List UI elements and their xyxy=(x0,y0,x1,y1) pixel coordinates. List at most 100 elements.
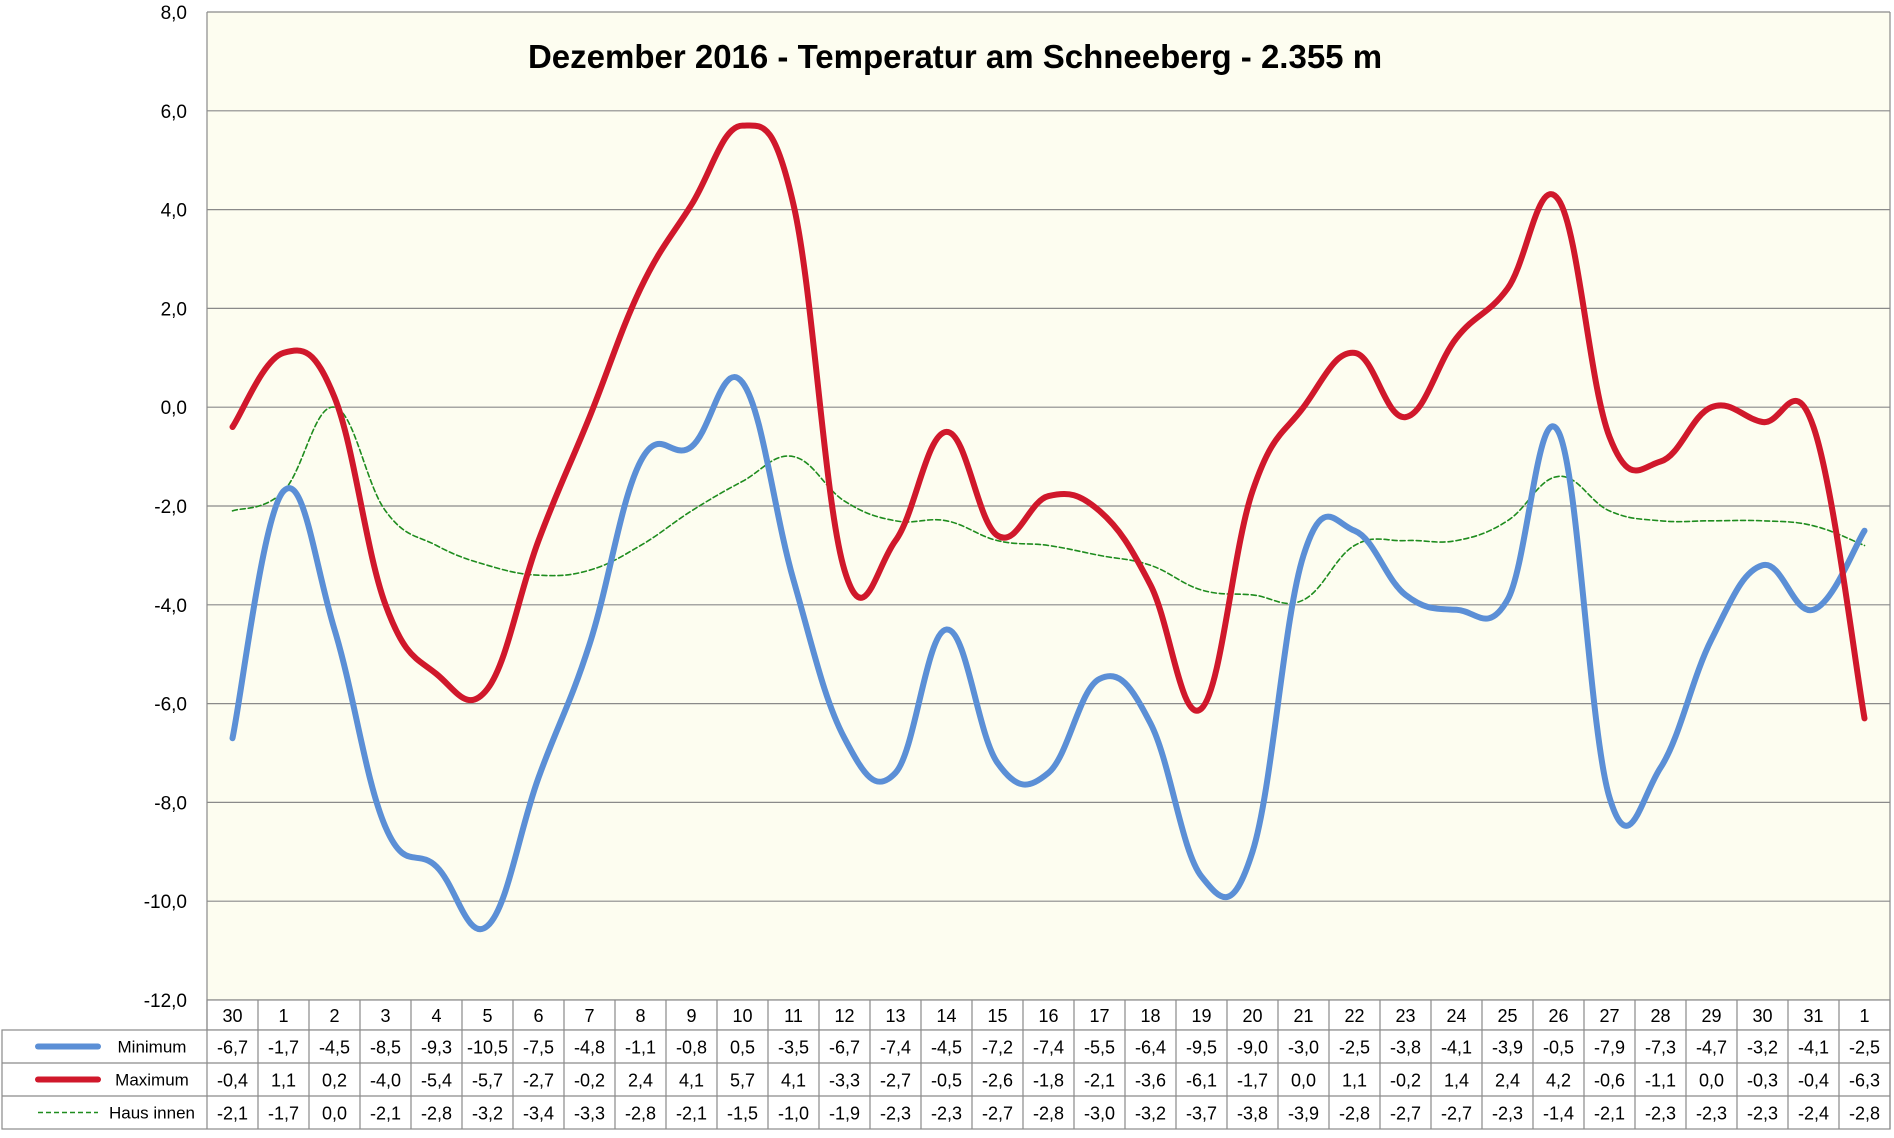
data-label: -3,0 xyxy=(1288,1038,1319,1058)
x-tick-label: 12 xyxy=(834,1006,854,1026)
data-label: 1,1 xyxy=(271,1071,296,1091)
data-label: -3,7 xyxy=(1186,1104,1217,1124)
y-tick-label: 6,0 xyxy=(161,102,187,123)
data-label: -0,3 xyxy=(1747,1071,1778,1091)
data-label: -1,8 xyxy=(1033,1071,1064,1091)
data-label: -3,8 xyxy=(1390,1038,1421,1058)
data-label: -7,4 xyxy=(1033,1038,1064,1058)
y-tick-label: -8,0 xyxy=(154,793,187,814)
data-label: 5,7 xyxy=(730,1071,755,1091)
data-label: -1,4 xyxy=(1543,1104,1574,1124)
x-tick-label: 9 xyxy=(686,1006,696,1026)
y-tick-label: -4,0 xyxy=(154,596,187,617)
data-label: -6,1 xyxy=(1186,1071,1217,1091)
data-label: 0,0 xyxy=(322,1104,347,1124)
x-tick-label: 16 xyxy=(1038,1006,1058,1026)
data-label: -10,5 xyxy=(467,1038,508,1058)
data-label: 4,2 xyxy=(1546,1071,1571,1091)
y-tick-label: -12,0 xyxy=(144,991,187,1012)
data-label: -0,4 xyxy=(217,1071,248,1091)
data-label: -0,6 xyxy=(1594,1071,1625,1091)
data-label: -9,3 xyxy=(421,1038,452,1058)
data-label: -2,1 xyxy=(370,1104,401,1124)
data-label: -2,1 xyxy=(1084,1071,1115,1091)
y-tick-label: 8,0 xyxy=(161,3,187,24)
data-label: -3,4 xyxy=(523,1104,554,1124)
data-label: 4,1 xyxy=(679,1071,704,1091)
x-tick-label: 5 xyxy=(482,1006,492,1026)
x-tick-label: 4 xyxy=(431,1006,441,1026)
data-label: -2,1 xyxy=(1594,1104,1625,1124)
x-tick-label: 30 xyxy=(222,1006,242,1026)
data-label: -4,5 xyxy=(931,1038,962,1058)
x-tick-label: 24 xyxy=(1446,1006,1466,1026)
data-label: -2,8 xyxy=(421,1104,452,1124)
data-label: -0,2 xyxy=(574,1071,605,1091)
data-label: -8,5 xyxy=(370,1038,401,1058)
data-label: -2,8 xyxy=(1849,1104,1880,1124)
data-label: -7,3 xyxy=(1645,1038,1676,1058)
data-label: -0,4 xyxy=(1798,1071,1829,1091)
x-tick-label: 2 xyxy=(329,1006,339,1026)
x-tick-label: 13 xyxy=(885,1006,905,1026)
data-label: -2,4 xyxy=(1798,1104,1829,1124)
legend-label: Minimum xyxy=(118,1038,187,1057)
data-label: -2,1 xyxy=(217,1104,248,1124)
data-label: -4,1 xyxy=(1441,1038,1472,1058)
data-label: -1,1 xyxy=(625,1038,656,1058)
data-label: -5,4 xyxy=(421,1071,452,1091)
data-label: -2,5 xyxy=(1849,1038,1880,1058)
data-label: 0,0 xyxy=(1699,1071,1724,1091)
data-label: -6,3 xyxy=(1849,1071,1880,1091)
data-label: -4,8 xyxy=(574,1038,605,1058)
x-tick-label: 11 xyxy=(784,1006,803,1026)
data-label: -0,2 xyxy=(1390,1071,1421,1091)
data-label: -3,6 xyxy=(1135,1071,1166,1091)
series-line-haus-innen xyxy=(231,406,1866,605)
table-body xyxy=(1,1029,1891,1130)
x-tick-label: 22 xyxy=(1344,1006,1364,1026)
x-tick-label: 19 xyxy=(1191,1006,1211,1026)
x-tick-label: 7 xyxy=(584,1006,594,1026)
data-label: 0,5 xyxy=(730,1038,755,1058)
x-tick-label: 18 xyxy=(1140,1006,1160,1026)
data-table: 30 1 2 3 4 5 6 7 8 9 10 11 12 13 14 15 16 17 18 19 20 21 22 23 2… xyxy=(1,999,1891,1130)
series-line-maximum xyxy=(229,122,1868,722)
x-tick-label: 3 xyxy=(380,1006,390,1026)
data-label: 1,4 xyxy=(1444,1071,1469,1091)
data-label: -1,1 xyxy=(1645,1071,1676,1091)
data-label: -1,7 xyxy=(268,1104,299,1124)
y-axis: 8,0 6,0 4,0 2,0 0,0 -2,0 -4,0 -6,0 -8,0 -10,0 -12,… xyxy=(144,3,1891,1012)
x-tick-label: 20 xyxy=(1242,1006,1262,1026)
x-tick-label: 15 xyxy=(987,1006,1007,1026)
x-tick-label: 6 xyxy=(533,1006,543,1026)
x-tick-label: 10 xyxy=(732,1006,752,1026)
y-tick-label: -10,0 xyxy=(144,892,187,913)
data-label: -2,7 xyxy=(1390,1104,1421,1124)
data-label: -2,3 xyxy=(931,1104,962,1124)
data-label: -3,8 xyxy=(1237,1104,1268,1124)
data-label: -1,7 xyxy=(268,1038,299,1058)
data-label: 0,0 xyxy=(1291,1071,1316,1091)
data-label: -4,7 xyxy=(1696,1038,1727,1058)
data-label: -9,0 xyxy=(1237,1038,1268,1058)
data-label: -5,7 xyxy=(472,1071,503,1091)
y-tick-label: -2,0 xyxy=(154,497,187,518)
data-label: 2,4 xyxy=(1495,1071,1520,1091)
x-tick-label: 1 xyxy=(278,1006,288,1026)
data-label: 1,1 xyxy=(1342,1071,1367,1091)
data-label: -3,9 xyxy=(1492,1038,1523,1058)
data-label: 2,4 xyxy=(628,1071,653,1091)
data-label: -2,3 xyxy=(1492,1104,1523,1124)
data-label: -4,1 xyxy=(1798,1038,1829,1058)
data-label: -7,5 xyxy=(523,1038,554,1058)
data-label: 0,2 xyxy=(322,1071,347,1091)
x-tick-label: 14 xyxy=(936,1006,956,1026)
y-tick-label: -6,0 xyxy=(154,695,187,716)
data-label: -6,7 xyxy=(217,1038,248,1058)
x-tick-label: 29 xyxy=(1701,1006,1721,1026)
y-tick-label: 0,0 xyxy=(161,398,187,419)
data-label: -2,7 xyxy=(880,1071,911,1091)
data-label: -5,5 xyxy=(1084,1038,1115,1058)
y-tick-label: 4,0 xyxy=(161,201,187,222)
